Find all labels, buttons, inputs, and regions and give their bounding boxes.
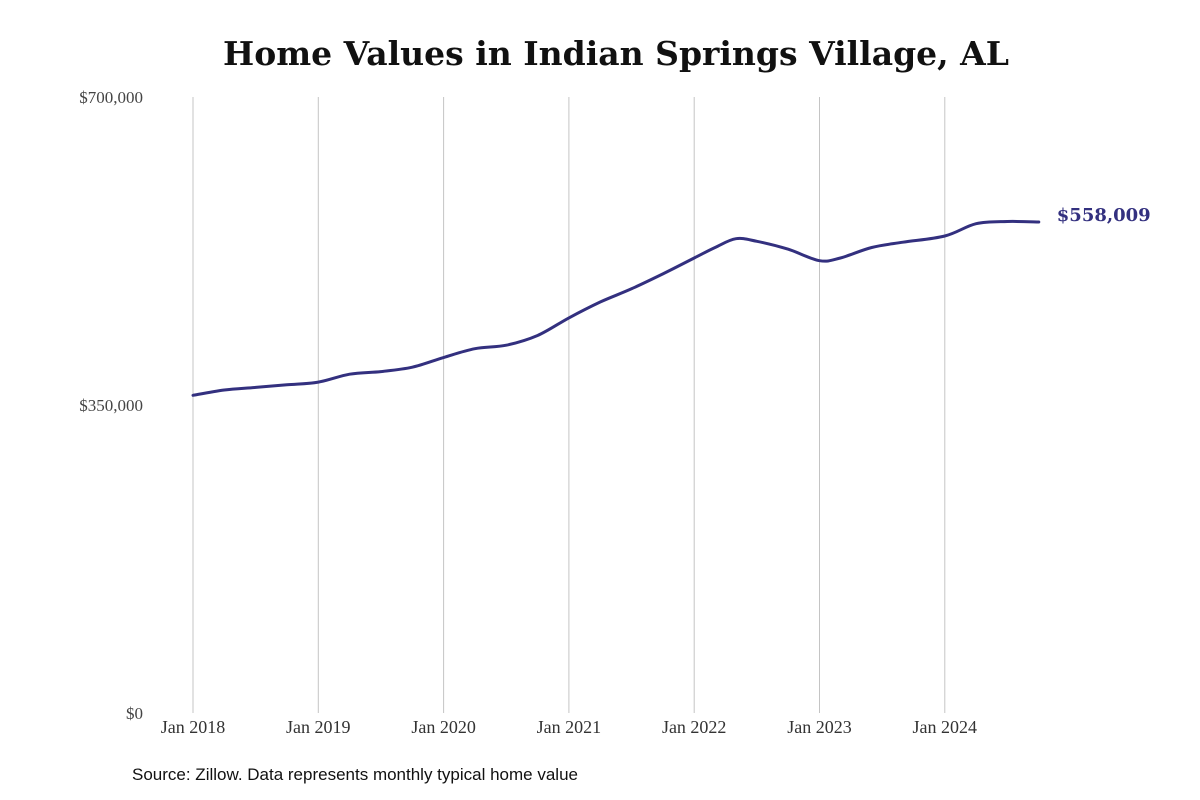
x-tick-label: Jan 2020: [411, 717, 476, 737]
source-note: Source: Zillow. Data represents monthly …: [132, 765, 578, 784]
x-axis-tick-labels: Jan 2018 Jan 2019 Jan 2020 Jan 2021 Jan 2022…: [161, 717, 977, 737]
x-tick-label: Jan 2021: [537, 717, 602, 737]
x-tick-label: Jan 2018: [161, 717, 226, 737]
x-tick-label: Jan 2022: [662, 717, 727, 737]
x-tick-label: Jan 2023: [787, 717, 852, 737]
y-axis-tick-labels: $700,000 $350,000 $0: [79, 88, 143, 723]
vertical-gridlines: [192, 97, 946, 713]
chart-title: Home Values in Indian Springs Village, A…: [223, 34, 1009, 73]
x-tick-label: Jan 2019: [286, 717, 351, 737]
x-tick-label: Jan 2024: [913, 717, 978, 737]
y-tick-label: $350,000: [79, 396, 143, 415]
y-tick-label: $700,000: [79, 88, 143, 107]
home-value-line: [191, 219, 1041, 397]
end-value-label: $558,009: [1057, 205, 1151, 226]
y-tick-label: $0: [126, 704, 143, 723]
